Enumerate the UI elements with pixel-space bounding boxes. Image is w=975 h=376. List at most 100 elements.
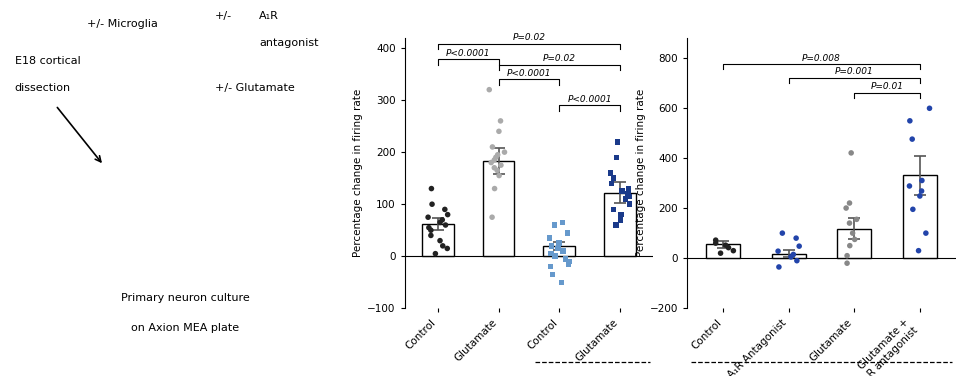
Text: P<0.0001: P<0.0001 <box>446 49 490 58</box>
Point <box>789 258 804 264</box>
Point <box>492 118 508 124</box>
Point <box>911 248 926 254</box>
Text: P=0.02: P=0.02 <box>543 54 576 63</box>
Point <box>713 250 728 256</box>
Point <box>839 253 855 259</box>
Point <box>544 243 560 249</box>
Y-axis label: Percentage change in firing rate: Percentage change in firing rate <box>636 89 645 257</box>
Point <box>484 159 499 165</box>
Point <box>561 258 576 264</box>
Point <box>621 186 637 192</box>
Point <box>918 230 934 236</box>
Text: E18 cortical: E18 cortical <box>15 56 81 67</box>
Point <box>489 152 505 158</box>
Point <box>608 154 624 160</box>
Y-axis label: Percentage change in firing rate: Percentage change in firing rate <box>353 89 363 257</box>
Point <box>440 246 455 252</box>
Text: P=0.01: P=0.01 <box>871 82 903 91</box>
Point <box>774 230 790 236</box>
Point <box>440 212 455 218</box>
Point <box>725 248 741 254</box>
Point <box>847 237 863 243</box>
Point <box>420 214 436 220</box>
Point <box>721 245 736 251</box>
Point <box>605 206 621 212</box>
Text: +/-: +/- <box>214 11 232 21</box>
Point <box>488 154 504 160</box>
Point <box>608 222 624 228</box>
Point <box>783 254 799 260</box>
Point <box>618 196 634 202</box>
Point <box>423 227 439 233</box>
Text: +/- Microglia: +/- Microglia <box>87 19 158 29</box>
Point <box>842 243 858 249</box>
Point <box>432 238 448 244</box>
Bar <box>422 224 453 256</box>
Point <box>554 279 569 285</box>
Point <box>560 230 575 236</box>
Point <box>912 193 927 199</box>
Point <box>542 264 558 270</box>
Point <box>493 162 509 168</box>
Point <box>435 217 450 223</box>
Point <box>546 222 562 228</box>
Point <box>843 150 859 156</box>
Point <box>708 237 723 243</box>
Point <box>905 206 920 212</box>
Point <box>558 256 573 262</box>
Point <box>487 186 502 192</box>
Text: P=0.001: P=0.001 <box>835 67 874 76</box>
Point <box>543 251 559 257</box>
Text: P=0.008: P=0.008 <box>802 53 840 62</box>
Bar <box>706 244 740 258</box>
Point <box>423 232 439 238</box>
Point <box>435 243 450 249</box>
Point <box>609 139 625 145</box>
Point <box>491 128 507 134</box>
Point <box>789 235 804 241</box>
Point <box>485 214 500 220</box>
Text: on Axion MEA plate: on Axion MEA plate <box>132 323 239 334</box>
Point <box>839 260 855 266</box>
Point <box>914 188 929 194</box>
Point <box>424 201 440 207</box>
Text: Primary neuron culture: Primary neuron culture <box>121 293 250 303</box>
Point <box>902 183 917 189</box>
Point <box>786 252 801 258</box>
Point <box>496 149 512 155</box>
Point <box>550 246 566 252</box>
Point <box>487 165 502 171</box>
Point <box>561 261 576 267</box>
Bar <box>604 193 636 256</box>
Point <box>555 220 570 226</box>
Point <box>612 217 628 223</box>
Point <box>482 86 497 92</box>
Point <box>423 186 439 192</box>
Point <box>432 220 448 226</box>
Point <box>487 157 502 163</box>
Point <box>838 205 854 211</box>
Text: antagonist: antagonist <box>259 38 319 48</box>
Point <box>621 193 637 199</box>
Bar <box>543 246 575 256</box>
Point <box>551 240 566 246</box>
Point <box>605 175 621 181</box>
Point <box>428 251 444 257</box>
Text: P=0.02: P=0.02 <box>513 33 545 42</box>
Point <box>613 212 629 218</box>
Point <box>438 222 453 228</box>
Point <box>485 144 500 150</box>
Point <box>603 170 618 176</box>
Point <box>491 173 507 179</box>
Point <box>905 136 920 142</box>
Point <box>708 240 723 246</box>
Point <box>844 230 860 236</box>
Text: +/- Glutamate: +/- Glutamate <box>214 83 294 93</box>
Point <box>547 253 563 259</box>
Point <box>921 105 937 111</box>
Point <box>771 264 787 270</box>
Point <box>542 235 558 241</box>
Point <box>849 216 865 222</box>
Point <box>489 167 505 173</box>
Point <box>622 201 638 207</box>
